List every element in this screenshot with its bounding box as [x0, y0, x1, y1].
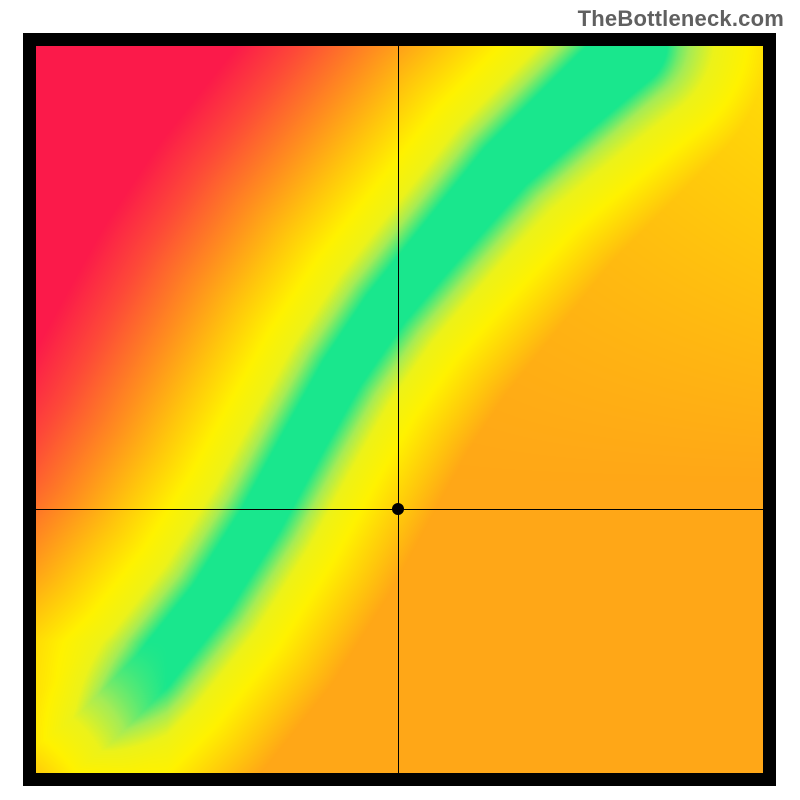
crosshair-vertical	[398, 46, 399, 773]
watermark-text: TheBottleneck.com	[578, 6, 784, 32]
plot-frame	[23, 33, 776, 786]
crosshair-marker	[392, 503, 404, 515]
heatmap-canvas	[36, 46, 763, 773]
plot-area	[36, 46, 763, 773]
chart-container: TheBottleneck.com	[0, 0, 800, 800]
